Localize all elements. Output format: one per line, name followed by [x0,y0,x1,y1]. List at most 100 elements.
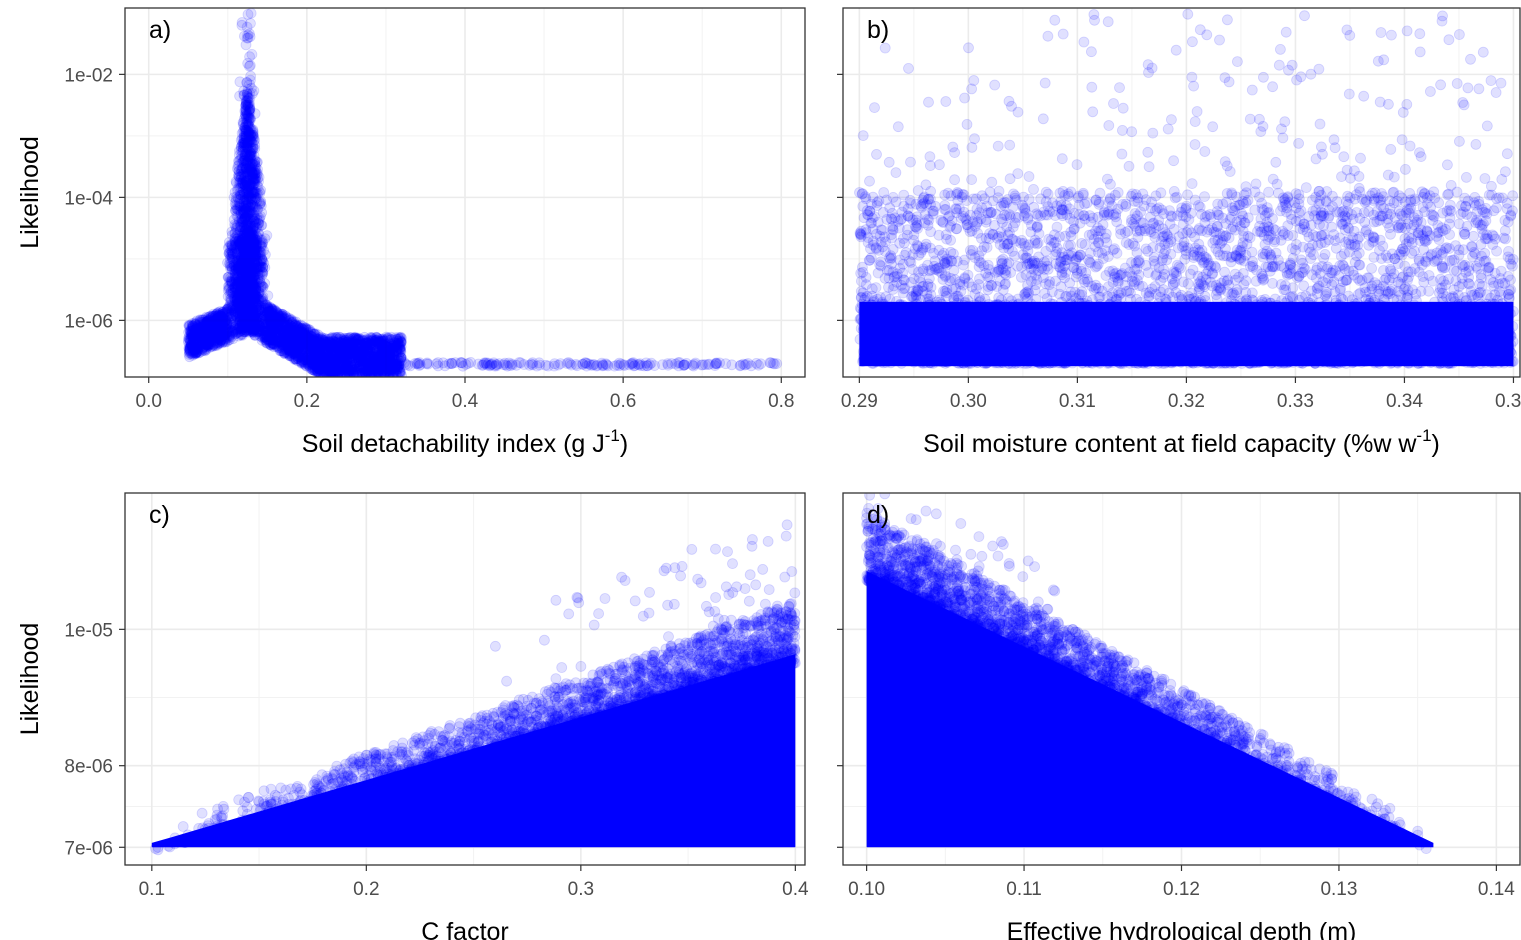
data-point [367,366,379,377]
data-point [384,343,395,354]
data-point [294,338,305,349]
data-point [228,259,239,270]
data-point [228,319,239,331]
data-point [344,340,355,351]
data-point [262,290,274,301]
data-point [302,332,313,343]
data-point [229,236,241,247]
data-point [204,314,215,325]
data-point [185,329,196,340]
data-point [237,249,249,261]
data-point [221,304,233,315]
data-point [255,241,266,252]
data-point [183,337,194,348]
data-point [300,338,311,350]
data-point [265,327,277,338]
data-point [275,330,286,341]
data-point [285,343,297,354]
data-point [244,240,255,252]
data-point [251,290,262,302]
data-point [245,228,256,240]
data-point [269,314,280,325]
data-point [353,360,364,372]
data-point [305,350,317,361]
data-point [346,337,357,348]
data-point [313,339,324,351]
data-point [386,346,397,357]
data-point [206,323,218,334]
data-point [279,316,290,328]
data-point [241,272,252,283]
data-point [237,291,248,302]
data-point [244,259,256,270]
data-point [283,321,294,333]
data-point [333,340,344,351]
data-point [249,257,260,268]
data-point [258,291,269,302]
data-point [313,363,324,374]
data-point [196,338,207,349]
data-point [256,304,268,316]
data-point [377,357,389,368]
data-point [253,228,265,239]
data-point [240,251,251,262]
data-point [188,331,199,343]
data-point [191,347,203,358]
data-point [297,349,308,360]
data-point [361,337,373,348]
data-point [348,340,359,351]
data-point [257,311,268,323]
data-point [389,358,400,369]
data-point [289,336,300,347]
data-point [213,331,225,342]
data-point [291,347,303,359]
data-point [314,354,325,365]
data-point [272,331,284,342]
data-point [371,355,382,366]
data-point [275,324,286,336]
data-point [342,336,353,347]
data-point [219,331,231,343]
data-point [384,334,396,346]
data-point [360,369,371,377]
data-point [372,370,383,377]
data-point [375,340,387,351]
data-point [372,344,383,355]
data-point [321,344,332,356]
data-point [341,369,352,377]
data-point [294,330,305,341]
data-point [314,343,326,355]
data-point [252,232,263,243]
data-point [255,282,267,293]
data-point [290,319,302,330]
data-point [244,286,255,297]
data-point [201,330,212,341]
data-point [362,354,373,365]
data-point [285,329,297,341]
data-point [240,158,251,169]
data-point [390,361,402,373]
data-point [351,334,362,346]
data-point [259,306,270,317]
data-point [339,370,350,377]
data-point [389,367,400,377]
data-point [208,339,219,350]
data-point [319,357,330,368]
data-point [290,353,302,365]
data-point [326,357,337,368]
data-point [215,314,227,326]
data-point [190,328,202,339]
data-point [372,347,384,358]
data-point [337,364,349,376]
data-point [202,341,214,352]
data-point [308,335,320,346]
data-point [323,344,334,355]
data-point [240,272,251,284]
data-point [387,339,399,351]
data-point [370,363,382,374]
data-point [208,316,220,328]
data-point [261,329,272,340]
data-point [285,335,297,346]
data-point [335,348,347,359]
